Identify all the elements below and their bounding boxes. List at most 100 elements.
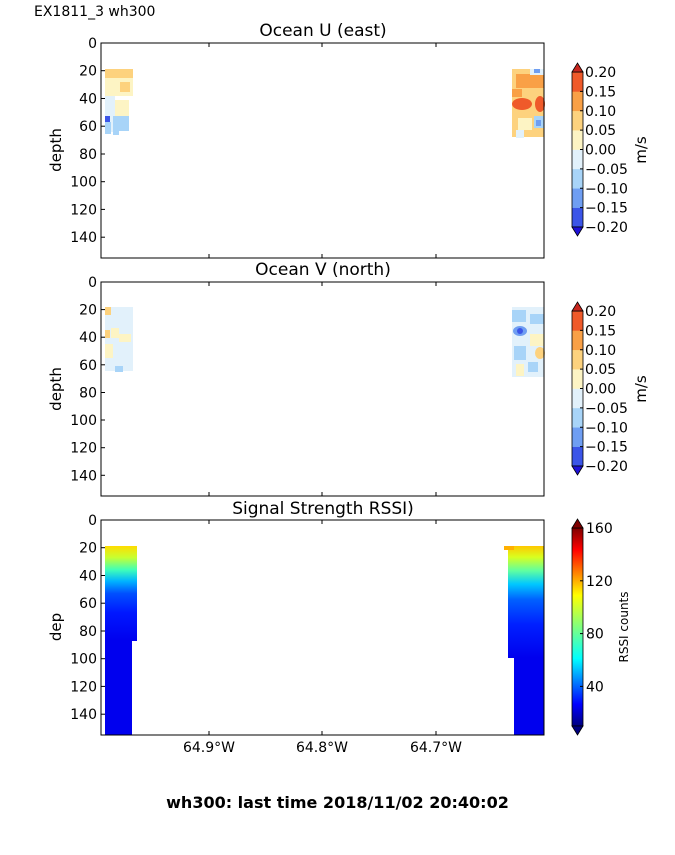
panel-v-colorbar-bin <box>572 407 583 428</box>
panel-u-cell <box>105 116 110 122</box>
panel-v-colorbar-bin <box>572 388 583 409</box>
y-tick: 140 <box>70 468 97 484</box>
panel-u-frame <box>100 42 545 259</box>
panel-v-title: Ocean V (north) <box>255 260 391 280</box>
panel-u-colorbar-tick-label: −0.05 <box>585 162 628 178</box>
panel-v-cell <box>535 347 545 359</box>
panel-u-colorbar-tick-label: 0.20 <box>585 65 616 81</box>
y-tick: 60 <box>79 119 97 135</box>
x-tick-label: 64.7°W <box>410 740 462 756</box>
rssi-colorbar-body <box>571 527 584 727</box>
y-tick: 140 <box>70 707 97 723</box>
panel-rssi-ylabel: dep <box>47 613 65 641</box>
y-tick: 100 <box>70 652 97 668</box>
panel-u-y-ticks: 0 20 40 60 80 100 120 140 <box>70 36 105 246</box>
y-tick: 20 <box>79 64 97 80</box>
panel-v-field <box>105 307 545 377</box>
y-tick: 20 <box>79 541 97 557</box>
y-tick: 120 <box>70 202 97 218</box>
rssi-east-lower <box>514 658 544 735</box>
y-tick: 20 <box>79 303 97 319</box>
rssi-colorbar-tick-label: 80 <box>586 627 604 643</box>
panel-v-x-ticks <box>208 282 437 496</box>
y-tick: 40 <box>79 569 97 585</box>
panel-rssi-x-ticks: 64.9°W 64.8°W 64.7°W <box>183 520 462 756</box>
panel-v-colorbar-tick-label: 0.00 <box>585 382 616 398</box>
panel-v-frame <box>100 281 545 497</box>
panel-u-cell <box>512 89 522 97</box>
panel-u-colorbar-bin <box>572 149 583 170</box>
panel-u-cell <box>518 118 532 130</box>
panel-v-cell <box>517 328 523 334</box>
rssi-west-upper <box>105 546 137 641</box>
panel-v-colorbar-tick-label: −0.15 <box>585 440 628 456</box>
panel-u-cell <box>113 131 119 135</box>
panel-v-colorbar-tick-label: −0.05 <box>585 401 628 417</box>
y-tick: 120 <box>70 441 97 457</box>
y-tick: 120 <box>70 679 97 695</box>
panel-ocean-v: Ocean V (north) 0 20 40 <box>47 260 650 497</box>
rssi-colorbar-tick-label: 160 <box>586 521 613 537</box>
panel-v-cell <box>530 334 544 346</box>
rssi-east-upper <box>508 546 544 658</box>
panel-v-colorbar-tick-label: −0.20 <box>585 459 628 475</box>
panel-v-colorbar-tick-label: −0.10 <box>585 420 628 436</box>
panel-u-colorbar-bin <box>572 72 583 92</box>
panel-u-cell <box>105 96 115 132</box>
panel-u-colorbar-bin <box>572 91 583 112</box>
panel-v-colorbar-bin <box>572 330 583 351</box>
panel-u-cell <box>120 82 130 92</box>
panel-u-colorbar-tick-label: 0.05 <box>585 123 616 139</box>
panel-u-cell <box>534 69 540 73</box>
panel-v-ylabel: depth <box>47 367 65 411</box>
y-tick: 80 <box>79 147 97 163</box>
panel-v-cell <box>105 307 111 315</box>
panel-rssi-colorbar: 40 80 120 160 <box>571 518 613 736</box>
panel-ocean-u: Ocean U (east) 0 <box>47 21 650 259</box>
panel-v-colorbar-bin <box>572 311 583 331</box>
panel-u-colorbar: 0.20 0.15 0.10 0.05 0.00 −0.05 −0.10 −0.15 −0.20 <box>571 62 628 237</box>
panel-u-colorbar-label: m/s <box>632 136 650 164</box>
y-tick: 40 <box>79 330 97 346</box>
panel-u-colorbar-tick-label: 0.10 <box>585 104 616 120</box>
panel-u-cell <box>536 120 541 126</box>
y-tick: 40 <box>79 92 97 108</box>
panel-rssi-y-ticks: 0 20 40 60 80 100 120 140 <box>70 513 105 723</box>
panel-v-cell <box>528 362 538 372</box>
panel-v-cell <box>111 328 119 338</box>
panel-u-cell <box>115 100 129 116</box>
panel-rssi-field <box>105 546 544 735</box>
panel-u-cell <box>516 74 544 88</box>
panel-v-colorbar-tick-label: 0.15 <box>585 323 616 339</box>
y-tick: 100 <box>70 175 97 191</box>
panel-u-cell <box>535 96 545 112</box>
panel-v-colorbar-bin <box>572 349 583 370</box>
panel-u-colorbar-tick-label: −0.20 <box>585 220 628 236</box>
panel-u-x-ticks <box>208 43 437 258</box>
y-tick: 140 <box>70 230 97 246</box>
panel-u-colorbar-bin <box>572 130 583 150</box>
panel-u-colorbar-extend-min <box>571 226 584 237</box>
panel-v-colorbar-bin <box>572 427 583 447</box>
rssi-colorbar-tick-label: 120 <box>586 574 613 590</box>
panel-rssi-title: Signal Strength RSSI) <box>232 499 414 519</box>
panel-v-cell <box>115 366 123 372</box>
x-tick-label: 64.8°W <box>296 740 348 756</box>
panel-u-colorbar-bin <box>572 188 583 208</box>
panel-u-field <box>105 69 545 138</box>
panel-v-y-ticks: 0 20 40 60 80 100 120 140 <box>70 275 105 484</box>
panel-v-cell <box>512 310 526 322</box>
y-tick: 80 <box>79 386 97 402</box>
panel-v-cell <box>516 364 524 376</box>
panel-v-cell <box>105 330 110 338</box>
panel-v-colorbar-tick-label: 0.10 <box>585 343 616 359</box>
rssi-colorbar-extend-max <box>571 518 584 529</box>
panel-u-colorbar-tick-label: −0.15 <box>585 201 628 217</box>
figure-footer-title: wh300: last time 2018/11/02 20:40:02 <box>166 793 509 812</box>
y-tick: 0 <box>88 275 97 291</box>
y-tick: 0 <box>88 36 97 52</box>
rssi-colorbar-extend-min <box>571 725 584 736</box>
panel-v-cell <box>530 314 544 324</box>
panel-u-cell <box>512 98 532 110</box>
